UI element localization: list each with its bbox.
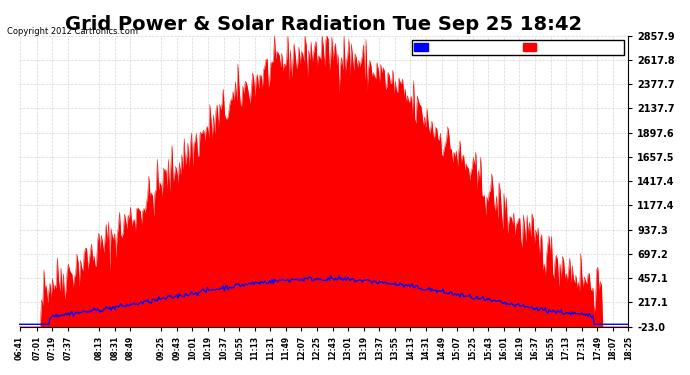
- Title: Grid Power & Solar Radiation Tue Sep 25 18:42: Grid Power & Solar Radiation Tue Sep 25 …: [66, 15, 582, 34]
- Legend: Radiation (w/m2), Grid  (AC Watts): Radiation (w/m2), Grid (AC Watts): [412, 40, 624, 55]
- Text: Copyright 2012 Cartronics.com: Copyright 2012 Cartronics.com: [7, 27, 138, 36]
